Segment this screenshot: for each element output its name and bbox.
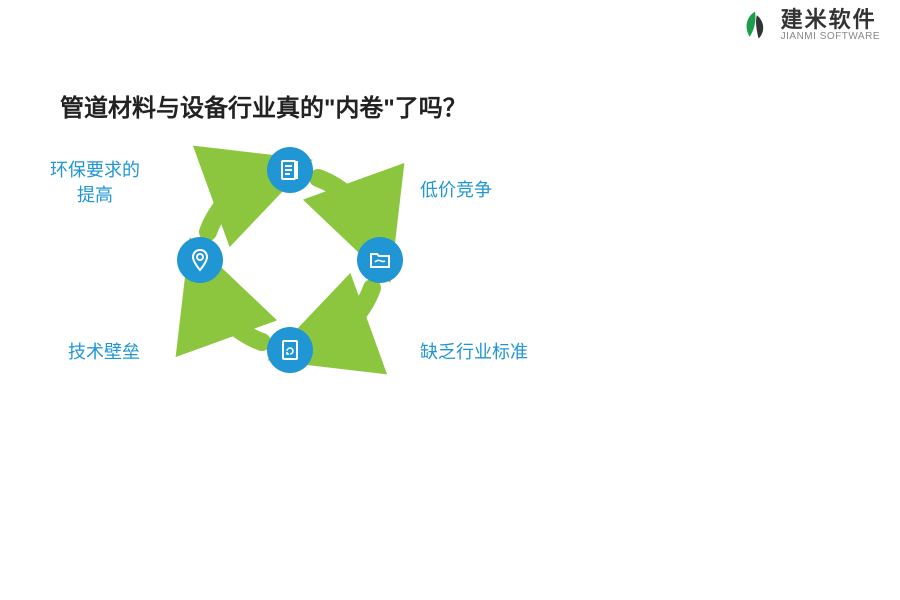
node-folder xyxy=(357,237,403,283)
folder-icon xyxy=(368,248,392,272)
page-title: 管道材料与设备行业真的"内卷"了吗？ xyxy=(60,88,467,123)
label-price: 低价竞争 xyxy=(420,178,492,203)
refresh-doc-icon xyxy=(278,338,302,362)
logo-text-cn: 建米软件 xyxy=(781,9,880,31)
node-refresh-doc xyxy=(267,327,313,373)
pin-icon xyxy=(188,248,212,272)
node-document xyxy=(267,147,313,193)
label-standard: 缺乏行业标准 xyxy=(420,340,528,365)
cycle-diagram: 环保要求的 提高 低价竞争 缺乏行业标准 技术壁垒 xyxy=(40,140,560,420)
node-pin xyxy=(177,237,223,283)
brand-logo: 建米软件 JIANMI SOFTWARE xyxy=(737,8,880,44)
logo-text-en: JIANMI SOFTWARE xyxy=(781,31,880,43)
label-tech: 技术壁垒 xyxy=(68,340,140,365)
label-env: 环保要求的 提高 xyxy=(50,158,140,208)
document-icon xyxy=(278,158,302,182)
logo-mark-icon xyxy=(737,8,773,44)
